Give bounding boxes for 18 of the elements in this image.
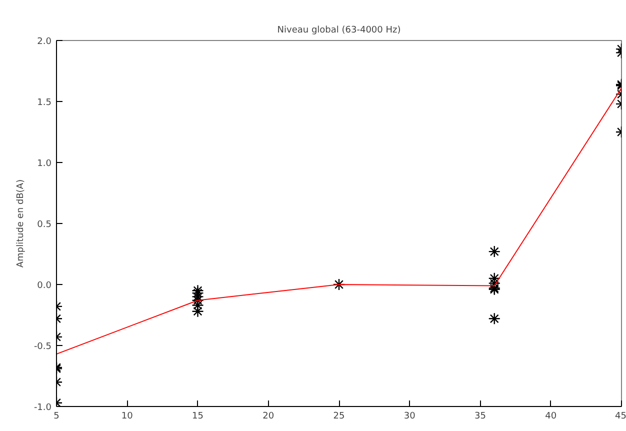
chart-title: Niveau global (63-4000 Hz): [277, 26, 401, 36]
x-tick-label: 10: [121, 412, 134, 422]
y-tick-label: 0.0: [37, 281, 52, 291]
x-tick-label: 30: [404, 412, 416, 422]
x-tick-label: 35: [474, 412, 486, 422]
x-tick-label: 15: [192, 412, 204, 422]
y-tick-label: -0.5: [34, 342, 52, 352]
y-tick-label: 0.5: [37, 220, 52, 230]
x-tick-label: 40: [545, 412, 557, 422]
x-tick-label: 25: [333, 412, 345, 422]
y-tick-label: 2.0: [37, 37, 52, 47]
x-tick-label: 5: [54, 412, 60, 422]
y-axis-title: Amplitude en dB(A): [16, 179, 26, 268]
y-tick-label: 1.0: [37, 159, 52, 169]
y-tick-label: 1.5: [37, 98, 52, 108]
y-tick-label: -1.0: [34, 403, 52, 413]
x-tick-label: 20: [262, 412, 274, 422]
x-tick-label: 45: [615, 412, 626, 422]
